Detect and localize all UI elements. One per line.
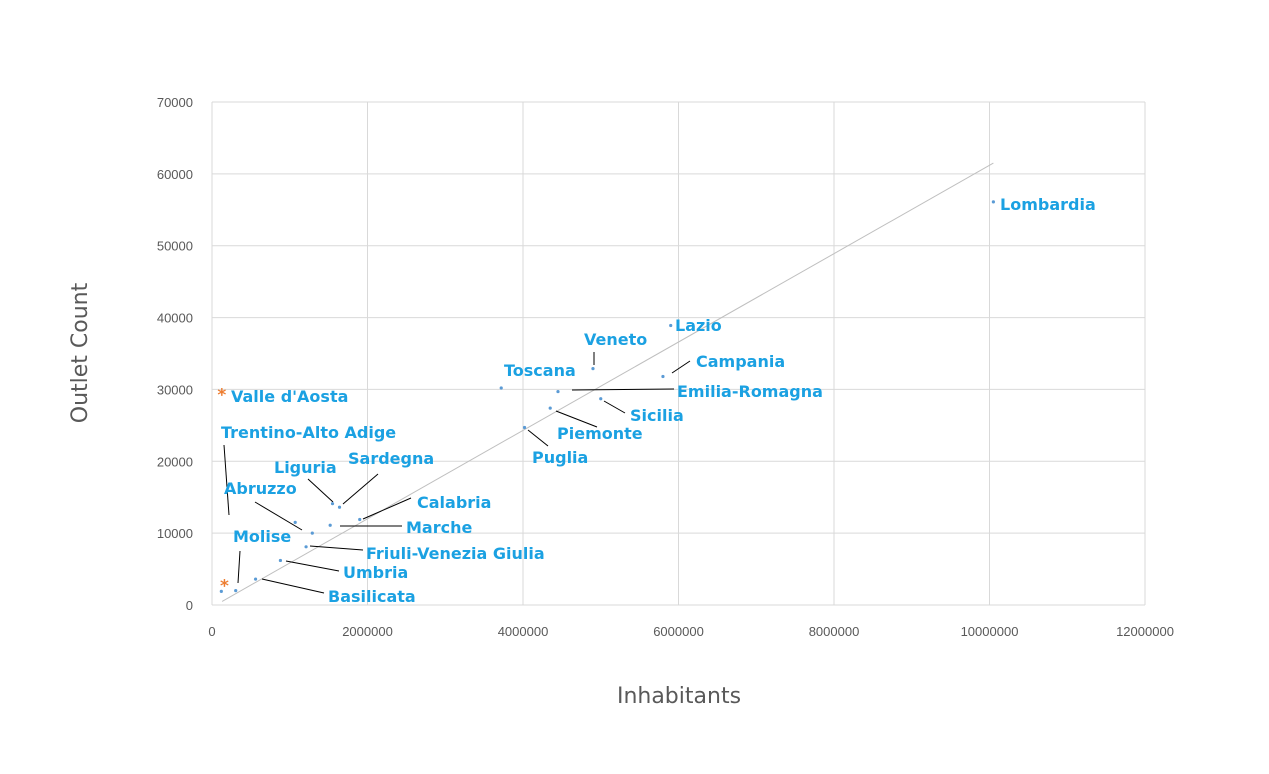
point-label: Abruzzo (224, 479, 297, 498)
data-point (548, 406, 552, 410)
y-tick-label: 40000 (157, 311, 193, 326)
leader-line (254, 501, 303, 531)
leader-line (237, 550, 241, 584)
x-tick-label: 10000000 (961, 624, 1019, 639)
data-point (556, 389, 560, 394)
trendline-layer (221, 162, 994, 602)
point-label: Toscana (504, 361, 576, 380)
point-label: Puglia (532, 448, 588, 467)
y-tick-label: 30000 (157, 382, 193, 397)
data-point (293, 520, 297, 524)
point-label: Basilicata (328, 587, 416, 606)
y-tick-label: 70000 (157, 95, 193, 110)
data-points: ** (217, 200, 995, 597)
data-point (337, 505, 342, 509)
point-label: Valle d'Aosta (231, 387, 348, 406)
point-label: Piemonte (557, 424, 643, 443)
leader-line (555, 410, 598, 428)
trendline (221, 162, 994, 602)
x-tick-label: 4000000 (498, 624, 549, 639)
data-point (599, 397, 603, 401)
leader-line (223, 444, 230, 516)
leader-line (571, 388, 675, 391)
point-label: Veneto (584, 330, 647, 349)
point-label: Lazio (675, 316, 722, 335)
leader-line (342, 473, 379, 505)
point-label: Sicilia (630, 406, 684, 425)
data-point (253, 577, 258, 581)
data-point (499, 386, 503, 390)
data-point (661, 374, 665, 379)
point-label: Sardegna (348, 449, 434, 468)
data-point (358, 517, 362, 522)
data-point (591, 366, 595, 371)
leader-line (307, 478, 334, 503)
point-label: Emilia-Romagna (677, 382, 823, 401)
outlier-point-marker: * (220, 577, 229, 597)
leader-line (261, 578, 325, 594)
leader-line (285, 560, 340, 572)
point-label: Calabria (417, 493, 491, 512)
data-point (310, 531, 314, 535)
grid (211, 101, 1146, 606)
y-tick-label: 60000 (157, 167, 193, 182)
y-tick-label: 50000 (157, 239, 193, 254)
data-point (278, 558, 283, 563)
data-point (991, 200, 995, 204)
point-label: Friuli-Venezia Giulia (366, 544, 545, 563)
leader-lines (223, 352, 691, 594)
data-point (219, 589, 223, 593)
data-point (304, 545, 308, 549)
leader-line (309, 545, 364, 551)
data-point (234, 589, 238, 593)
x-axis-title: Inhabitants (617, 684, 741, 709)
leader-line (362, 497, 412, 520)
point-labels: Lombardia Lazio Veneto Campania Toscana Emili… (221, 195, 1096, 606)
data-point (522, 425, 527, 430)
outlier-point-marker: * (217, 386, 226, 406)
y-axis-title: Outlet Count (68, 282, 93, 423)
y-tick-label: 20000 (157, 454, 193, 469)
data-point (330, 502, 335, 506)
data-point (669, 323, 673, 328)
point-label: Umbria (343, 563, 408, 582)
x-tick-label: 0 (208, 624, 215, 639)
y-tick-label: 10000 (157, 526, 193, 541)
point-label: Campania (696, 352, 785, 371)
x-tick-label: 6000000 (653, 624, 704, 639)
leader-line (603, 400, 626, 414)
leader-line (527, 429, 549, 447)
leader-line (671, 360, 691, 374)
tick-labels: 0 2000000 4000000 6000000 8000000 10000000 120… (157, 95, 1174, 639)
data-point (328, 523, 332, 527)
point-label: Molise (233, 527, 291, 546)
point-label: Trentino-Alto Adige (221, 423, 396, 442)
point-label: Liguria (274, 458, 337, 477)
y-tick-label: 0 (186, 598, 193, 613)
x-tick-label: 2000000 (342, 624, 393, 639)
x-tick-label: 12000000 (1116, 624, 1174, 639)
point-label: Lombardia (1000, 195, 1096, 214)
point-label: Marche (406, 518, 472, 537)
x-tick-label: 8000000 (809, 624, 860, 639)
